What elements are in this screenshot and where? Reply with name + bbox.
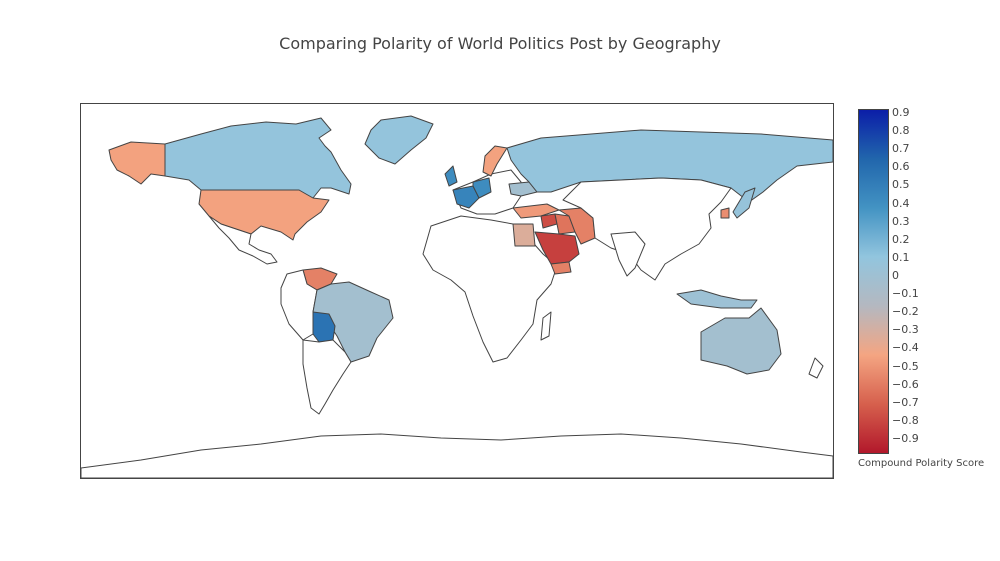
country-mexico[interactable] [208, 215, 278, 265]
country-syria[interactable] [540, 213, 558, 229]
country-south-korea[interactable] [720, 207, 730, 219]
colorbar-tick-label: 0.9 [892, 106, 910, 119]
country-greenland[interactable] [364, 115, 434, 165]
continent-africa[interactable] [422, 215, 558, 363]
country-sweden[interactable] [482, 145, 508, 177]
country-alaska[interactable] [108, 141, 166, 185]
colorbar [858, 109, 889, 454]
country-germany[interactable] [472, 177, 492, 199]
country-india[interactable] [610, 231, 646, 277]
map-plot-area[interactable] [80, 103, 834, 479]
colorbar-tick-label: −0.2 [892, 305, 919, 319]
colorbar-tick-label: −0.1 [892, 287, 919, 301]
colorbar-title: Compound Polarity Score [858, 458, 985, 469]
country-saudi-arabia[interactable] [534, 231, 580, 265]
country-madagascar[interactable] [540, 311, 552, 341]
colorbar-tick-label: 0.7 [892, 142, 910, 156]
colorbar-tick-label: 0.1 [892, 250, 910, 264]
continent-asia[interactable] [562, 177, 732, 281]
country-argentina-chile[interactable] [302, 339, 352, 415]
colorbar-tick-label: 0.4 [892, 196, 910, 210]
country-australia[interactable] [700, 307, 782, 375]
colorbar-tick-label: 0.2 [892, 232, 910, 246]
colorbar-tick-label: 0.3 [892, 214, 910, 228]
country-united-kingdom[interactable] [444, 165, 458, 187]
country-new-zealand[interactable] [808, 357, 824, 379]
country-yemen[interactable] [550, 261, 572, 275]
world-map [81, 115, 833, 478]
country-france[interactable] [452, 185, 480, 209]
colorbar-tick-label: 0.8 [892, 124, 910, 138]
colorbar-tick-label: −0.7 [892, 395, 919, 409]
colorbar-tick-label: −0.9 [892, 432, 919, 445]
country-japan[interactable] [732, 187, 756, 219]
country-united-states[interactable] [198, 189, 330, 241]
chart-title: Comparing Polarity of World Politics Pos… [279, 34, 721, 53]
continent-antarctica[interactable] [81, 433, 833, 478]
colorbar-tick-label: 0.6 [892, 160, 910, 174]
colorbar-tick-label: −0.8 [892, 413, 919, 427]
colorbar-tick-label: 0.5 [892, 178, 910, 192]
colorbar-tick-label: −0.5 [892, 359, 919, 373]
country-indonesia[interactable] [676, 289, 758, 309]
colorbar-tick-label: −0.4 [892, 341, 919, 355]
colorbar-tick-label: 0 [892, 269, 899, 282]
colorbar-tick-label: −0.6 [892, 377, 919, 391]
country-turkey[interactable] [512, 203, 560, 219]
colorbar-ticks: 0.9 0.8 0.7 0.6 0.5 0.4 0.3 0.2 0.1 0 −0.1 −0.2 −0.3… [892, 106, 932, 454]
country-egypt[interactable] [512, 223, 536, 247]
country-ukraine[interactable] [508, 181, 538, 197]
colorbar-tick-label: −0.3 [892, 323, 919, 337]
